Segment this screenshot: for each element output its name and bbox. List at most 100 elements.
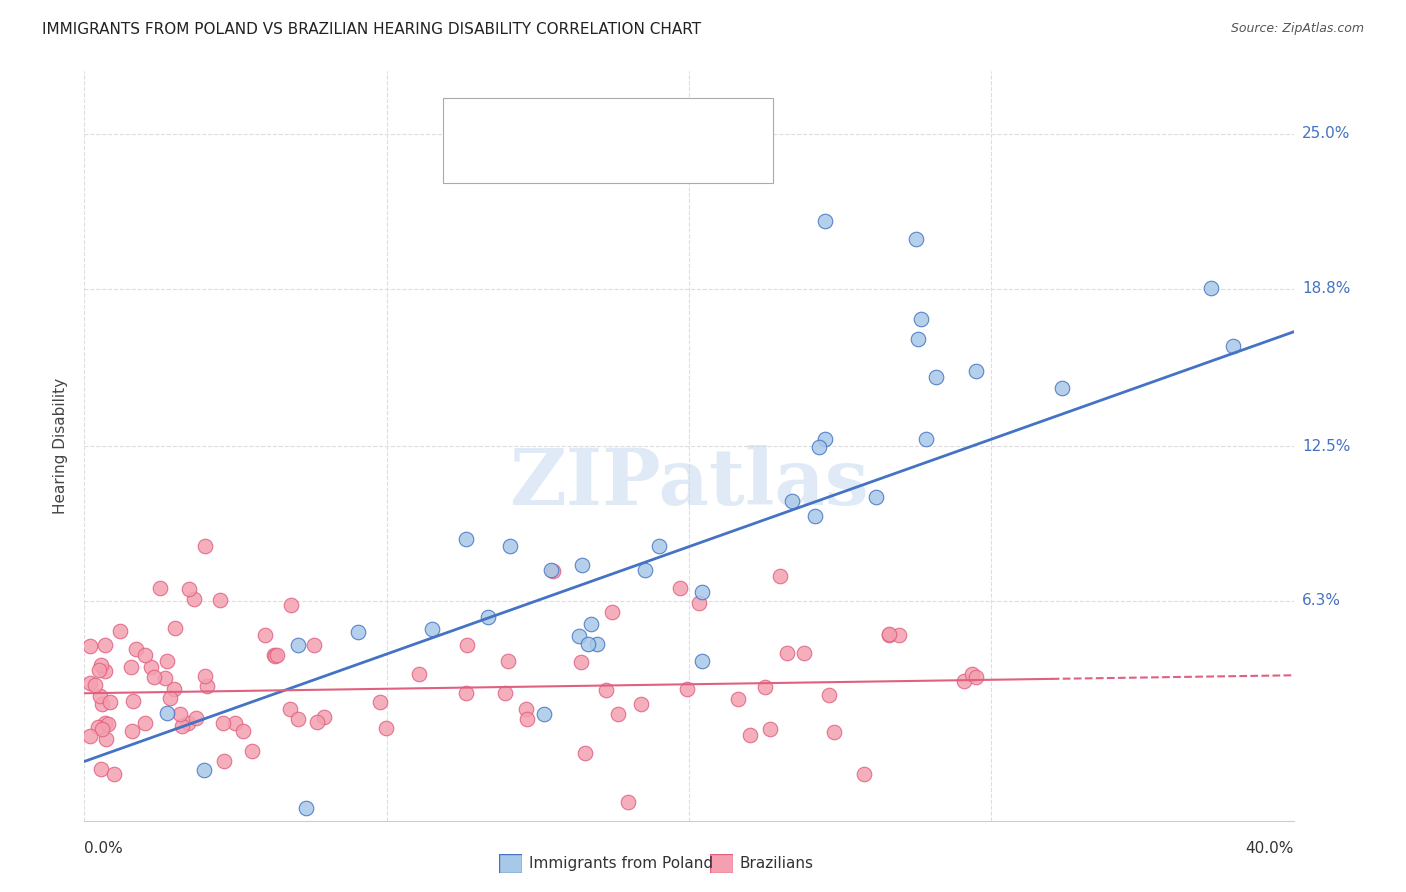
Point	[153, 671, 176, 685]
Point	[814, 432, 837, 446]
Point	[97, 717, 120, 731]
Point	[149, 582, 172, 596]
Point	[807, 440, 830, 454]
Point	[94, 715, 117, 730]
Point	[579, 617, 602, 632]
Point	[125, 641, 148, 656]
Text: Source: ZipAtlas.com: Source: ZipAtlas.com	[1230, 22, 1364, 36]
Point	[727, 692, 749, 706]
Point	[889, 628, 911, 642]
Point	[738, 728, 761, 742]
Point	[515, 702, 537, 716]
Point	[1199, 281, 1222, 295]
Point	[965, 364, 987, 378]
Point	[89, 689, 111, 703]
Point	[574, 746, 596, 760]
Point	[312, 710, 335, 724]
Point	[103, 767, 125, 781]
Point	[90, 658, 112, 673]
Text: 6.3%: 6.3%	[1302, 593, 1341, 608]
Point	[177, 715, 200, 730]
Point	[616, 795, 638, 809]
Point	[211, 716, 233, 731]
Point	[688, 596, 710, 610]
Point	[533, 707, 555, 722]
Text: Immigrants from Poland: Immigrants from Poland	[529, 856, 713, 871]
Point	[494, 686, 516, 700]
Point	[600, 605, 623, 619]
Point	[224, 715, 246, 730]
Point	[1222, 339, 1244, 353]
Point	[84, 678, 107, 692]
Point	[165, 621, 187, 635]
Point	[907, 332, 929, 346]
Text: 18.8%: 18.8%	[1302, 281, 1350, 296]
Point	[98, 695, 121, 709]
Point	[209, 593, 232, 607]
Text: Brazilians: Brazilians	[740, 856, 814, 871]
Point	[814, 214, 837, 228]
Point	[960, 667, 983, 681]
Point	[156, 655, 179, 669]
Point	[915, 432, 938, 446]
Point	[758, 722, 780, 736]
Point	[156, 706, 179, 720]
Point	[163, 681, 186, 696]
Point	[676, 682, 699, 697]
Point	[280, 598, 302, 612]
Point	[454, 686, 477, 700]
Point	[904, 232, 927, 246]
Point	[910, 312, 932, 326]
Point	[769, 569, 792, 583]
Point	[877, 628, 900, 642]
Point	[79, 639, 101, 653]
Point	[96, 732, 118, 747]
Point	[87, 663, 110, 677]
Point	[79, 675, 101, 690]
Point	[569, 655, 592, 669]
Point	[648, 539, 671, 553]
Point	[776, 646, 799, 660]
Point	[141, 660, 163, 674]
Point	[540, 563, 562, 577]
Point	[368, 695, 391, 709]
Text: R = 0.599: R = 0.599	[496, 112, 586, 129]
Point	[172, 719, 194, 733]
Point	[576, 637, 599, 651]
Point	[79, 729, 101, 743]
Point	[169, 706, 191, 721]
Point	[183, 591, 205, 606]
Point	[193, 763, 215, 777]
Point	[121, 723, 143, 738]
Point	[541, 564, 564, 578]
Point	[186, 711, 208, 725]
Point	[134, 716, 156, 731]
Point	[454, 533, 477, 547]
Point	[692, 654, 714, 668]
Point	[254, 628, 277, 642]
Point	[264, 649, 287, 664]
Point	[195, 679, 218, 693]
Point	[94, 638, 117, 652]
Point	[232, 723, 254, 738]
Point	[803, 508, 825, 523]
Point	[823, 725, 845, 739]
Text: N = 35: N = 35	[616, 112, 679, 129]
Point	[965, 670, 987, 684]
Point	[668, 581, 690, 595]
Point	[1052, 381, 1074, 395]
Point	[263, 648, 285, 662]
Point	[86, 720, 108, 734]
Point	[287, 712, 309, 726]
Point	[159, 690, 181, 705]
Point	[194, 539, 217, 553]
Point	[498, 540, 520, 554]
Point	[496, 654, 519, 668]
Point	[287, 638, 309, 652]
Point	[177, 582, 200, 596]
Point	[90, 763, 112, 777]
Point	[91, 722, 114, 736]
Point	[879, 627, 901, 641]
Text: 25.0%: 25.0%	[1302, 127, 1350, 141]
Point	[568, 629, 591, 643]
